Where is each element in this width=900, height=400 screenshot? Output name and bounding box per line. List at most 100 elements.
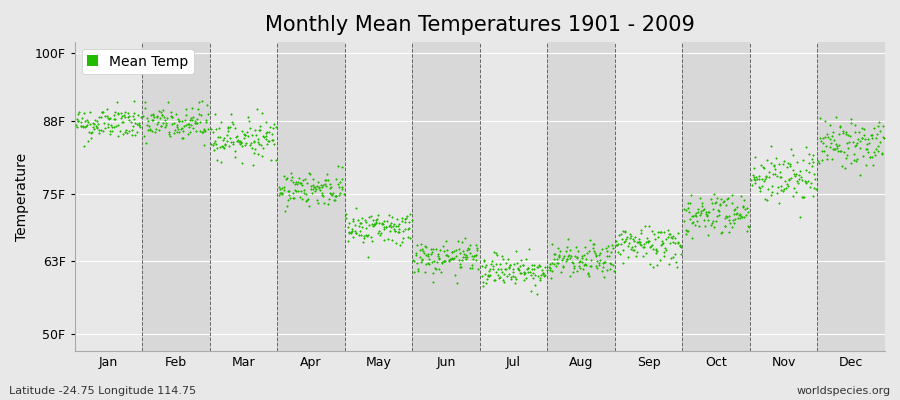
Point	[175, 125, 189, 132]
Point	[272, 183, 286, 190]
Point	[188, 118, 202, 124]
Point	[741, 209, 755, 215]
Point	[829, 114, 843, 120]
Point	[161, 99, 176, 106]
Point	[138, 99, 152, 105]
Point	[489, 250, 503, 256]
Point	[590, 265, 604, 271]
Point	[786, 192, 800, 199]
Point	[479, 280, 493, 286]
Point	[777, 158, 791, 164]
Point	[844, 159, 859, 166]
Point	[655, 238, 670, 244]
Point	[491, 266, 505, 272]
Point	[155, 112, 169, 118]
Point	[357, 217, 372, 223]
Point	[248, 146, 263, 152]
Point	[444, 256, 458, 262]
Point	[786, 166, 800, 173]
Point	[230, 133, 244, 140]
Point	[318, 176, 332, 183]
Point	[469, 252, 483, 258]
Point	[712, 207, 726, 214]
Point	[501, 264, 516, 271]
Point	[850, 158, 864, 164]
Point	[366, 216, 381, 223]
Point	[655, 240, 670, 246]
Point	[538, 272, 553, 278]
Point	[266, 137, 281, 143]
Point	[616, 228, 630, 234]
Point	[154, 109, 168, 116]
Point	[649, 247, 663, 253]
Point	[467, 252, 482, 259]
Point	[839, 155, 853, 162]
Point	[146, 117, 160, 124]
Point	[98, 113, 112, 119]
Point	[839, 129, 853, 136]
Point	[815, 148, 830, 155]
Point	[293, 180, 308, 186]
Point	[612, 232, 626, 239]
Point	[481, 272, 495, 279]
Point	[125, 113, 140, 119]
Point	[861, 140, 876, 146]
Point	[435, 259, 449, 266]
Point	[551, 244, 565, 251]
Point	[310, 200, 325, 206]
Point	[102, 115, 116, 121]
Point	[284, 177, 298, 184]
Point	[133, 124, 148, 130]
Point	[124, 132, 139, 138]
Point	[788, 173, 802, 179]
Point	[204, 126, 219, 132]
Point	[139, 140, 153, 146]
Point	[819, 142, 833, 149]
Point	[533, 277, 547, 284]
Point	[210, 156, 224, 163]
Point	[517, 276, 531, 283]
Point	[686, 213, 700, 219]
Point	[595, 246, 609, 252]
Point	[303, 183, 318, 190]
Point	[774, 182, 788, 189]
Point	[83, 108, 97, 115]
Point	[867, 125, 881, 132]
Point	[248, 132, 263, 138]
Point	[632, 239, 646, 245]
Point	[447, 248, 462, 254]
Point	[330, 163, 345, 169]
Point	[763, 160, 778, 166]
Point	[735, 202, 750, 209]
Point	[77, 118, 92, 124]
Point	[118, 114, 132, 120]
Point	[508, 280, 522, 286]
Point	[827, 146, 842, 152]
Point	[699, 212, 714, 218]
Point	[808, 176, 823, 182]
Point	[253, 123, 267, 130]
Point	[776, 160, 790, 167]
Point	[872, 128, 886, 134]
Point	[136, 112, 150, 119]
Point	[226, 138, 240, 145]
Point	[302, 202, 316, 209]
Point	[140, 118, 155, 124]
Point	[846, 151, 860, 158]
Point	[338, 214, 353, 221]
Point	[161, 129, 176, 135]
Point	[243, 140, 257, 146]
Point	[738, 212, 752, 218]
Point	[143, 112, 157, 118]
Point	[176, 135, 190, 141]
Point	[853, 172, 868, 179]
Point	[281, 188, 295, 194]
Point	[501, 271, 516, 277]
Point	[328, 193, 343, 199]
Point	[802, 169, 816, 175]
Point	[163, 133, 177, 139]
Point	[565, 259, 580, 266]
Point	[542, 264, 556, 270]
Point	[597, 259, 611, 265]
Point	[782, 177, 796, 183]
